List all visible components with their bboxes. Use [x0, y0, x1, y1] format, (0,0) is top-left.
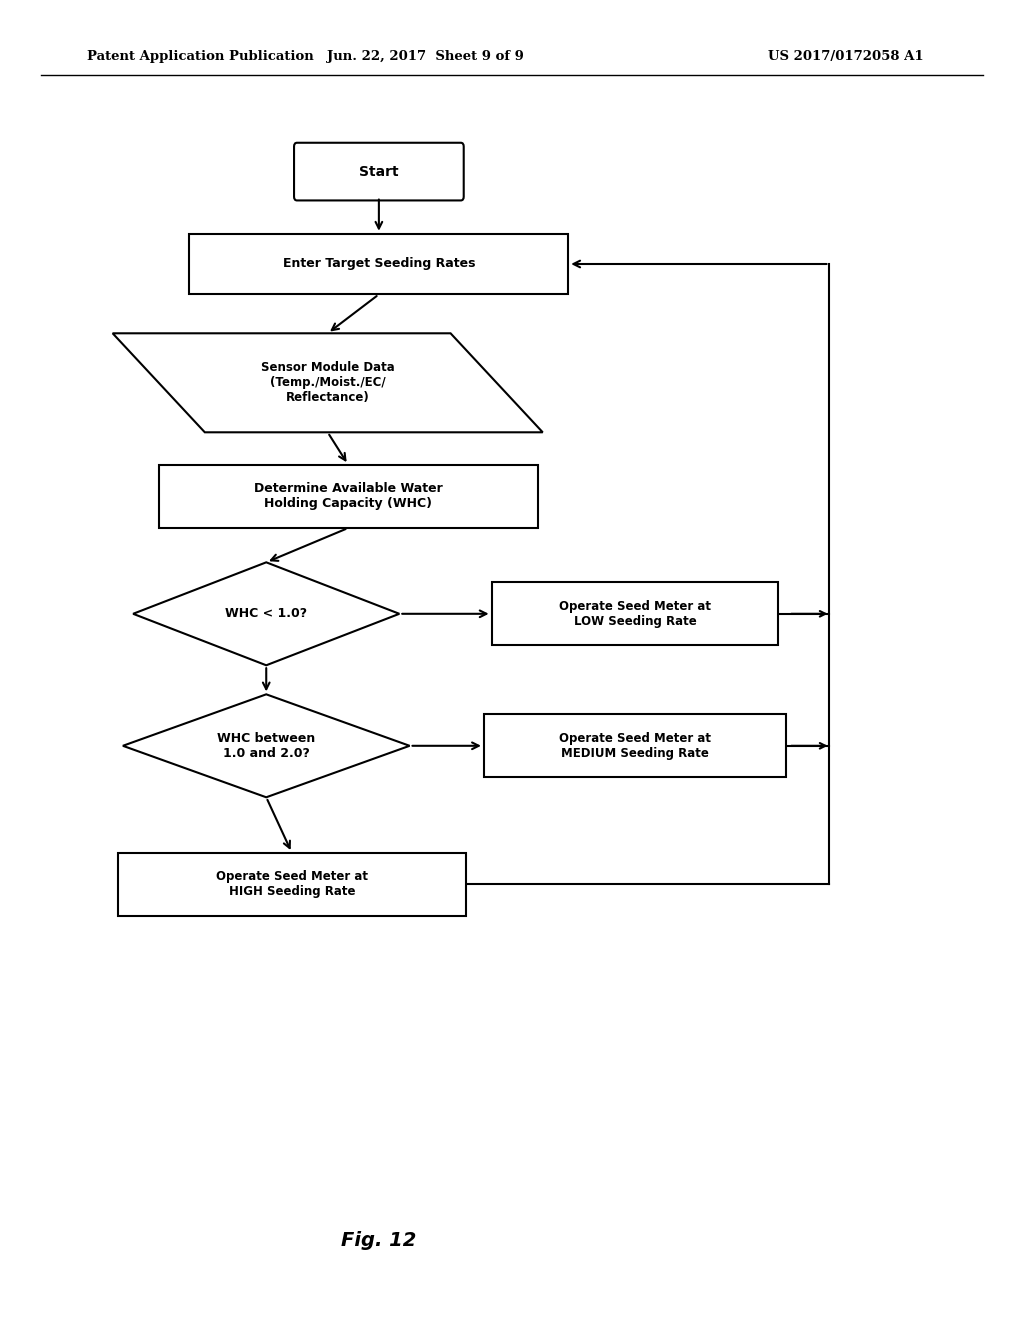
Polygon shape	[113, 334, 543, 433]
Bar	[492, 582, 778, 645]
Text: Operate Seed Meter at
LOW Seeding Rate: Operate Seed Meter at LOW Seeding Rate	[559, 599, 711, 628]
Text: Determine Available Water
Holding Capacity (WHC): Determine Available Water Holding Capaci…	[254, 482, 442, 511]
Bar	[159, 465, 538, 528]
Bar	[189, 234, 568, 294]
Text: Fig. 12: Fig. 12	[341, 1232, 417, 1250]
Text: Start: Start	[359, 165, 398, 178]
Text: Operate Seed Meter at
HIGH Seeding Rate: Operate Seed Meter at HIGH Seeding Rate	[216, 870, 368, 899]
Text: WHC < 1.0?: WHC < 1.0?	[225, 607, 307, 620]
Text: Operate Seed Meter at
MEDIUM Seeding Rate: Operate Seed Meter at MEDIUM Seeding Rat…	[559, 731, 711, 760]
Text: Jun. 22, 2017  Sheet 9 of 9: Jun. 22, 2017 Sheet 9 of 9	[327, 50, 523, 63]
Bar	[118, 853, 466, 916]
Text: US 2017/0172058 A1: US 2017/0172058 A1	[768, 50, 924, 63]
Polygon shape	[123, 694, 410, 797]
FancyBboxPatch shape	[294, 143, 464, 201]
Text: Enter Target Seeding Rates: Enter Target Seeding Rates	[283, 257, 475, 271]
Text: Sensor Module Data
(Temp./Moist./EC/
Reflectance): Sensor Module Data (Temp./Moist./EC/ Ref…	[261, 362, 394, 404]
Bar	[484, 714, 786, 777]
Text: WHC between
1.0 and 2.0?: WHC between 1.0 and 2.0?	[217, 731, 315, 760]
Polygon shape	[133, 562, 399, 665]
Text: Patent Application Publication: Patent Application Publication	[87, 50, 313, 63]
